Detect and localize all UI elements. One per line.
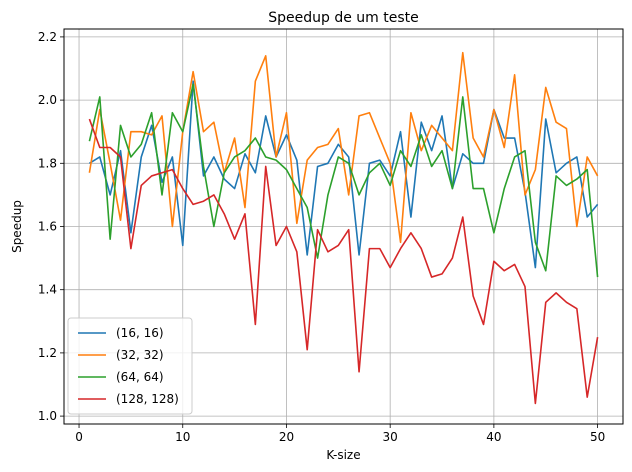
legend-label: (32, 32)	[116, 348, 164, 362]
series-line-1	[88, 51, 599, 244]
y-tick-label: 1.6	[38, 220, 57, 234]
x-tick-label: 0	[75, 430, 83, 444]
legend: (16, 16) (32, 32) (64, 64) (128, 128)	[67, 317, 193, 415]
y-tick-label: 1.0	[38, 409, 57, 423]
series-line-2	[88, 83, 599, 278]
y-tick-label: 2.2	[38, 30, 57, 44]
series-line-0	[88, 80, 599, 269]
x-tick-label: 40	[486, 430, 501, 444]
y-axis-label: Speedup	[10, 200, 24, 253]
legend-label: (16, 16)	[116, 326, 164, 340]
chart-title: Speedup de um teste	[268, 10, 419, 26]
y-tick-label: 1.4	[38, 283, 57, 297]
series-line-3	[88, 118, 599, 405]
x-tick-label: 20	[279, 430, 294, 444]
x-tick-label: 10	[175, 430, 190, 444]
y-tick-label: 1.8	[38, 156, 57, 170]
series-lines	[88, 51, 599, 405]
axis-ticks: 0 10 20 30 40 50 1.0 1.2 1.4 1.6 1.8 2.0 2.2	[38, 30, 605, 444]
x-tick-label: 30	[383, 430, 398, 444]
y-tick-label: 2.0	[38, 93, 57, 107]
y-tick-label: 1.2	[38, 346, 57, 360]
legend-box	[67, 317, 193, 415]
x-axis-label: K-size	[326, 448, 360, 462]
x-tick-label: 50	[590, 430, 605, 444]
legend-label: (128, 128)	[116, 392, 179, 406]
legend-label: (64, 64)	[116, 370, 164, 384]
